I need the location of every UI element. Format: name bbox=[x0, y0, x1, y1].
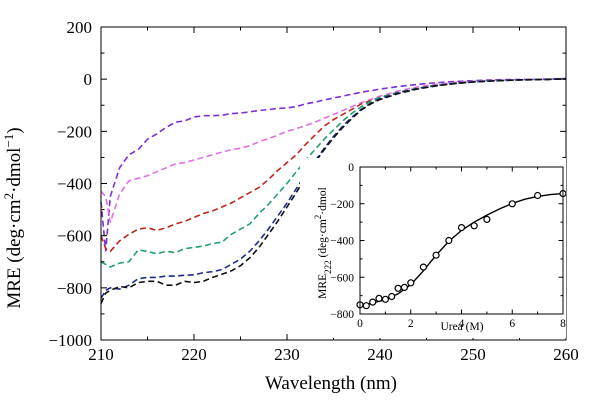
inset-data-point bbox=[445, 236, 453, 245]
inset-x-tick-label: 2 bbox=[408, 318, 414, 330]
inset-y-tick-label: −600 bbox=[330, 272, 354, 284]
main-y-tick-label: 200 bbox=[67, 18, 93, 37]
inset-data-point bbox=[483, 215, 491, 223]
inset-y-sup: 2 bbox=[313, 215, 323, 220]
inset-data-point bbox=[388, 292, 396, 301]
main-x-tick-label: 210 bbox=[88, 345, 114, 364]
inset-y-tick-label: −800 bbox=[330, 309, 354, 321]
inset-data-point bbox=[419, 263, 427, 271]
main-series-group bbox=[100, 77, 567, 304]
main-y-tick-label: −800 bbox=[57, 279, 92, 298]
main-x-tick-label: 230 bbox=[274, 345, 300, 364]
main-chart: 210 220 230 240 250 2602000−200−400−600−800−1… bbox=[1, 18, 579, 394]
inset-y-rest: (deg·cm bbox=[317, 219, 329, 260]
inset-y-tick-label: −400 bbox=[330, 236, 354, 248]
main-x-tick-label: 220 bbox=[181, 345, 207, 364]
main-y-tick-label: −400 bbox=[57, 175, 92, 194]
inset-axes: 0 2 4 6 8 0 −200 −400 −600 −800 bbox=[330, 162, 566, 330]
main-x-tick-label: 260 bbox=[553, 345, 579, 364]
inset-data-point bbox=[362, 302, 370, 310]
inset-data-point bbox=[369, 298, 377, 306]
inset-x-axis-title: Urea (M) bbox=[440, 321, 483, 333]
series-line-2 bbox=[100, 77, 567, 223]
inset-x-tick-label: 8 bbox=[560, 318, 566, 330]
inset-y-axis-title: MRE222 (deg·cm2·dmol bbox=[313, 187, 333, 299]
inset-background bbox=[300, 158, 566, 338]
inset-x-tick-label: 0 bbox=[357, 318, 363, 330]
inset-data-point bbox=[457, 224, 466, 232]
inset-data-point bbox=[394, 284, 402, 292]
inset-data-point bbox=[375, 294, 383, 302]
main-y-tick-label: −200 bbox=[57, 122, 92, 141]
inset-y-tick-label: −200 bbox=[330, 199, 354, 211]
inset-x-tick-label: 4 bbox=[459, 318, 465, 330]
main-y-axis-title: MRE (deg·cm2·dmol−1) bbox=[1, 127, 26, 308]
series-line-6 bbox=[100, 78, 567, 304]
main-y-tick-label: −600 bbox=[57, 227, 92, 246]
inset-data-point bbox=[533, 191, 542, 200]
inset-y-tick-label: 0 bbox=[348, 162, 354, 174]
main-y-tick-label: −1000 bbox=[48, 331, 92, 350]
inset-x-tick-label: 6 bbox=[509, 318, 515, 330]
inset-content bbox=[356, 190, 567, 310]
inset-data-point bbox=[470, 222, 478, 230]
main-x-tick-label: 250 bbox=[460, 345, 486, 364]
series-line-1 bbox=[100, 77, 567, 252]
main-y-tick-label: 0 bbox=[84, 70, 93, 89]
inset-y-main: MRE bbox=[317, 274, 329, 299]
inset-data-point bbox=[508, 200, 516, 208]
inset-data-point bbox=[432, 251, 440, 259]
main-x-axis-title: Wavelength (nm) bbox=[265, 373, 397, 394]
inset-y-tail: ·dmol bbox=[317, 187, 329, 214]
inset-y-sub: 222 bbox=[323, 260, 333, 274]
main-x-tick-label: 240 bbox=[367, 345, 393, 364]
inset-chart: 0 2 4 6 8 0 −200 −400 −600 −800 Urea (M) MRE222 (… bbox=[300, 158, 567, 338]
inset-data-point bbox=[407, 279, 415, 287]
inset-data-point bbox=[400, 283, 408, 291]
inset-data-point bbox=[381, 295, 389, 303]
